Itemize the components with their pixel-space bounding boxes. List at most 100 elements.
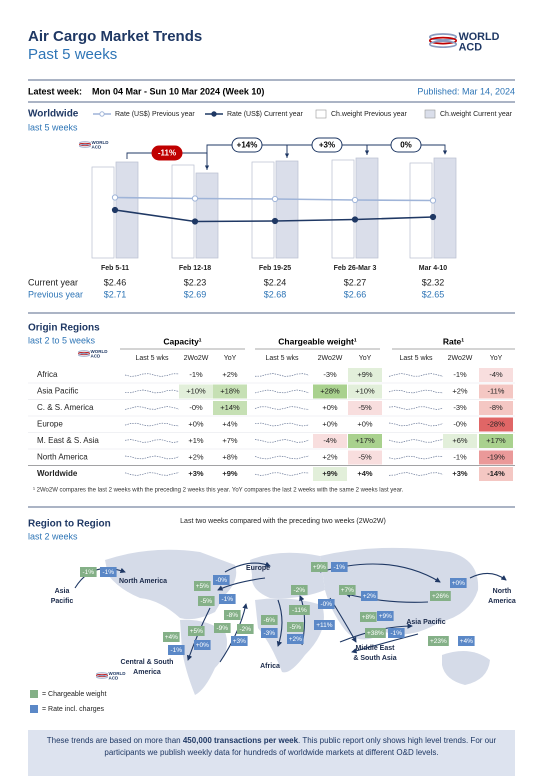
cell-value: +17% <box>355 436 375 445</box>
cell-highlight <box>479 467 513 481</box>
region-label: North <box>493 588 512 595</box>
x-tick-label: Feb 12-18 <box>179 265 211 272</box>
legend-label: Ch.weight Current year <box>440 111 513 118</box>
sparkline <box>388 389 444 394</box>
legend-dot <box>99 111 105 117</box>
flow-badge-label: +4% <box>165 634 178 641</box>
section-title: Region to Region <box>28 519 111 530</box>
flow-badge-label: +23% <box>430 638 447 645</box>
section-subtitle: last 5 weeks <box>28 122 78 132</box>
cell-value: -3% <box>323 370 337 379</box>
cell-value: -5% <box>358 403 372 412</box>
flow-badge <box>80 567 97 577</box>
bar <box>355 157 379 259</box>
footer-note: These trends are based on more than 450,… <box>28 730 515 776</box>
region-label: Europe <box>246 565 270 572</box>
sparkline <box>124 439 180 443</box>
flow-badge <box>194 581 211 591</box>
footer-bold: 450,000 transactions per week <box>182 736 299 745</box>
sparkline <box>124 389 180 394</box>
cell-highlight <box>479 450 513 465</box>
sparkline <box>254 439 310 443</box>
flow-badge-label: -2% <box>240 626 252 633</box>
sparkline <box>124 472 180 476</box>
column-header: Last 5 wks <box>135 355 169 362</box>
flow-badge <box>361 591 378 601</box>
cell-value: +7% <box>222 436 238 445</box>
flow-badge <box>314 620 335 630</box>
logo-text: ACD <box>91 354 101 359</box>
flow-badge-label: +7% <box>341 587 354 594</box>
value-label: $2.66 <box>344 289 367 299</box>
flow-badge-label: -5% <box>201 598 213 605</box>
x-tick-label: Mar 4-10 <box>419 265 448 272</box>
flow-badge <box>194 640 211 650</box>
value-label: $2.68 <box>264 289 287 299</box>
region-label: Africa <box>260 663 280 670</box>
logo-swirl <box>96 672 108 676</box>
sparkline <box>388 472 444 476</box>
sparkline <box>388 439 444 443</box>
bar <box>275 160 299 259</box>
title: Air Cargo Market Trends <box>28 28 202 45</box>
flow-badge-label: +9% <box>379 613 392 620</box>
cell-value: +10% <box>186 386 206 395</box>
rate-point <box>191 218 199 225</box>
cell-highlight <box>313 434 347 448</box>
flow-badge-label: +3% <box>233 638 246 645</box>
flow-badge <box>213 575 230 585</box>
rate-point <box>429 197 437 204</box>
x-tick-label: Feb 26-Mar 3 <box>334 265 377 272</box>
cell-value: +0% <box>357 419 373 428</box>
column-header: Last 5 wks <box>399 355 433 362</box>
cell-value: -1% <box>453 370 467 379</box>
cell-highlight <box>313 467 347 481</box>
cell-highlight <box>479 384 513 399</box>
cell-highlight <box>479 434 513 448</box>
cell-value: +2% <box>452 386 468 395</box>
flow-badge-label: -6% <box>264 617 276 624</box>
logo-text: ACD <box>92 145 102 150</box>
logo-swirl <box>78 351 90 356</box>
flow-badge <box>388 628 405 638</box>
column-group: Capacity¹ <box>163 336 201 346</box>
legend-label: Rate (US$) Current year <box>227 111 304 118</box>
flow-badge-label: -1% <box>103 569 115 576</box>
flow-badge-label: -3% <box>264 630 276 637</box>
column-header: YoY <box>490 355 503 362</box>
logo-text: WORLD <box>109 671 127 676</box>
cell-value: +0% <box>322 403 338 412</box>
flow-arrows <box>74 561 507 663</box>
cell-value: +0% <box>322 419 338 428</box>
flow-badge-label: +26% <box>432 593 449 600</box>
value-label: $2.23 <box>184 277 207 287</box>
region-label: Central & South <box>121 659 174 666</box>
flow-badge <box>458 636 475 646</box>
value-label: $2.65 <box>422 289 445 299</box>
logo-swirl <box>428 36 458 45</box>
cell-highlight <box>213 401 247 415</box>
cell-highlight <box>348 384 382 399</box>
flow-badge-label: +0% <box>452 580 465 587</box>
flow-badge-label: -1% <box>391 630 403 637</box>
column-header: 2Wo2W <box>184 355 209 362</box>
region-name: C. & S. America <box>37 403 94 412</box>
cell-highlight <box>348 450 382 465</box>
cell-value: +9% <box>357 370 373 379</box>
flow-badge <box>163 632 180 642</box>
cell-value: -28% <box>487 419 505 428</box>
cell-value: -4% <box>323 436 337 445</box>
region-label: & South Asia <box>353 655 396 662</box>
published: Published: Mar 14, 2024 <box>417 86 515 96</box>
rate-point <box>271 195 279 203</box>
logo-swirl <box>79 142 91 147</box>
sparkline <box>254 373 310 377</box>
x-tick-label: Feb 5-11 <box>101 265 129 272</box>
flow-badge-label: -1% <box>334 564 346 571</box>
flow-badge <box>331 562 348 572</box>
bar <box>251 161 275 259</box>
cell-value: -1% <box>453 452 467 461</box>
latest-week-label: Latest week: <box>28 86 82 96</box>
logo-swirl <box>79 141 91 145</box>
